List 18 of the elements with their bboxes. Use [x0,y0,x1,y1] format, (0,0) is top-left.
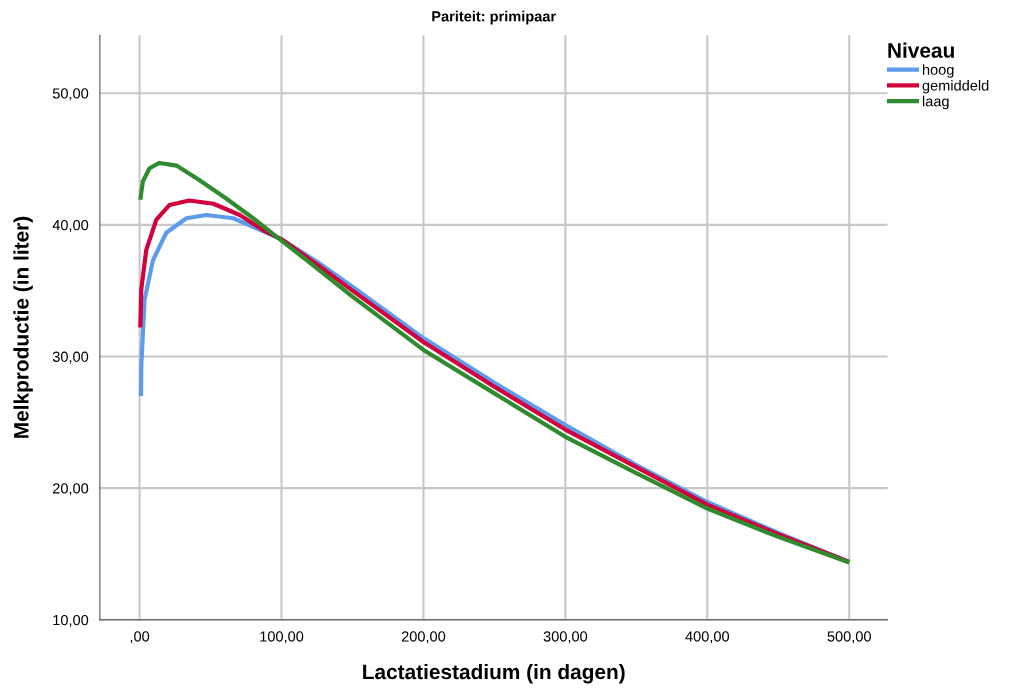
x-tick-label: 400,00 [685,631,730,644]
x-tick-label: 300,00 [543,631,588,644]
x-tick-label: ,00 [130,631,150,644]
legend-title: Niveau [888,42,954,58]
x-axis-title: Lactatiestadium (in dagen) [363,663,625,684]
y-tick-label: 20,00 [52,483,89,496]
chart-title: Pariteit: primipaar [432,10,556,25]
x-tick-label: 200,00 [401,631,446,644]
x-tick-label: 100,00 [260,631,304,644]
x-tick-label: 500,00 [827,631,871,644]
y-tick-label: 50,00 [52,88,89,101]
legend-label: gemiddeld [922,79,989,94]
y-tick-label: 40,00 [52,219,89,232]
legend-label: laag [922,95,949,110]
y-axis-title: Melkproductie (in liter) [13,216,33,438]
y-tick-label: 10,00 [53,614,89,627]
y-tick-label: 30,00 [52,351,89,364]
legend-label: hoog [922,64,954,78]
